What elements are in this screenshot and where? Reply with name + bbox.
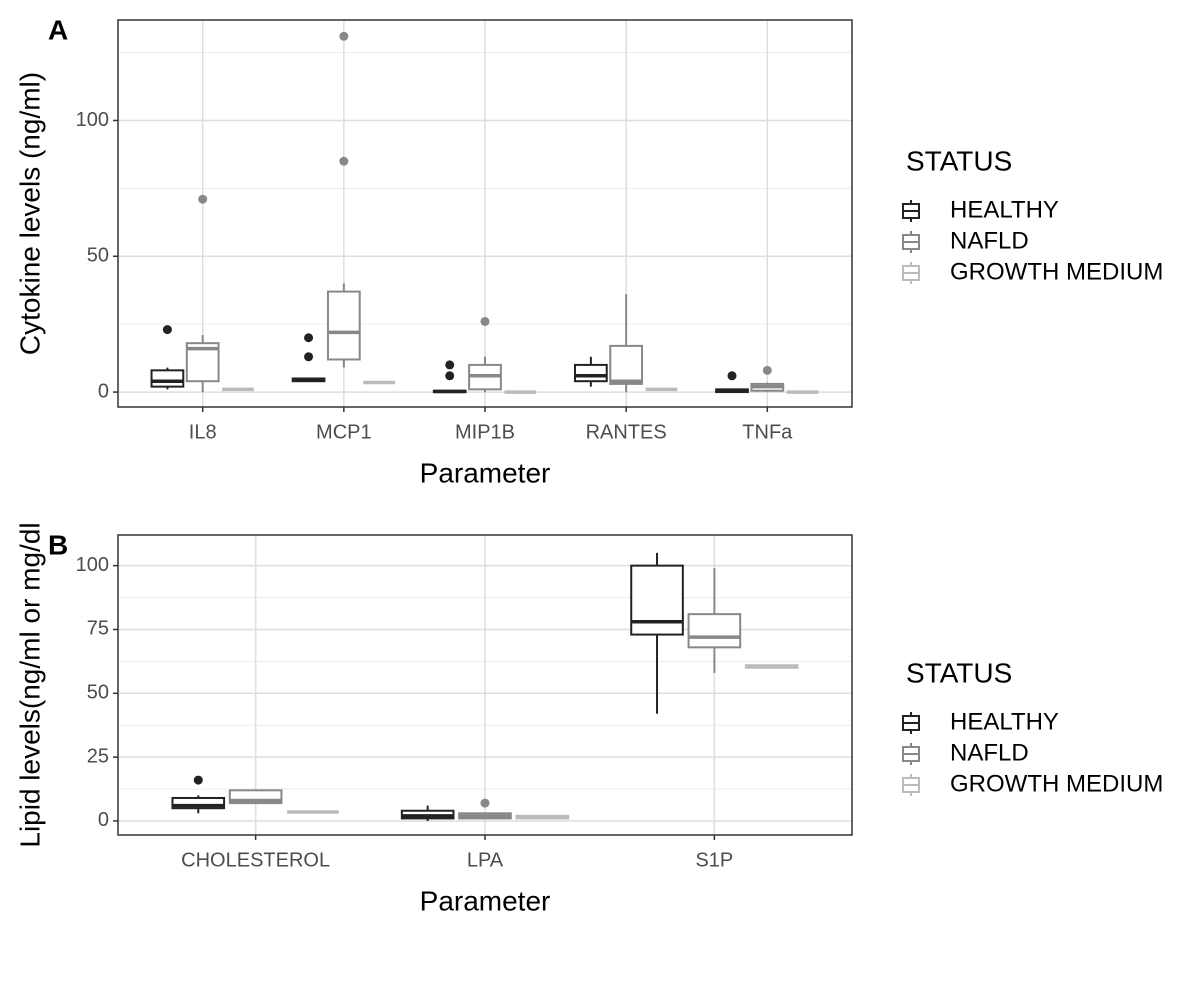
y-tick-label: 50: [87, 245, 109, 267]
plot-border: [117, 534, 853, 836]
outlier: [193, 775, 203, 785]
plot-border: [117, 19, 853, 408]
x-tick-label: MIP1B: [455, 421, 515, 443]
box: [150, 369, 185, 388]
box: [326, 290, 361, 361]
outlier: [162, 325, 172, 335]
y-tick-label: 0: [98, 380, 109, 402]
x-tick-label: S1P: [695, 849, 733, 871]
legend-title: STATUS: [906, 145, 1012, 176]
x-axis-title: Parameter: [420, 885, 551, 916]
outlier: [339, 156, 349, 166]
y-tick-label: 100: [76, 554, 109, 576]
outlier: [445, 371, 455, 381]
legend-label: GROWTH MEDIUM: [950, 770, 1163, 797]
y-tick-label: 25: [87, 745, 109, 767]
legend-label: NAFLD: [950, 739, 1029, 766]
outlier: [445, 360, 455, 370]
outlier: [762, 365, 772, 375]
panel-tag: A: [48, 14, 68, 45]
x-tick-label: CHOLESTEROL: [181, 849, 330, 871]
outlier: [480, 798, 490, 808]
legend-label: NAFLD: [950, 227, 1029, 254]
outlier: [304, 352, 314, 362]
box: [171, 796, 226, 810]
outlier: [339, 31, 349, 41]
y-axis-title: Lipid levels(ng/ml or mg/dl: [14, 522, 45, 847]
legend-label: HEALTHY: [950, 708, 1059, 735]
x-tick-label: IL8: [189, 421, 217, 443]
outlier: [727, 371, 737, 381]
x-tick-label: TNFa: [742, 421, 793, 443]
legend-title: STATUS: [906, 657, 1012, 688]
outlier: [304, 333, 314, 343]
legend-label: GROWTH MEDIUM: [950, 258, 1163, 285]
box: [630, 564, 684, 636]
y-tick-label: 0: [98, 809, 109, 831]
y-tick-label: 75: [87, 618, 109, 640]
panel-tag: B: [48, 529, 68, 560]
x-axis-title: Parameter: [420, 457, 551, 488]
y-axis-title: Cytokine levels (ng/ml): [14, 72, 45, 355]
x-tick-label: MCP1: [316, 421, 372, 443]
y-tick-label: 50: [87, 682, 109, 704]
outlier: [198, 194, 208, 204]
box: [687, 613, 742, 649]
x-tick-label: RANTES: [586, 421, 667, 443]
legend-label: HEALTHY: [950, 196, 1059, 223]
y-tick-label: 100: [76, 109, 109, 131]
outlier: [480, 316, 490, 326]
box: [573, 363, 608, 383]
box: [609, 344, 644, 385]
x-tick-label: LPA: [467, 849, 504, 871]
